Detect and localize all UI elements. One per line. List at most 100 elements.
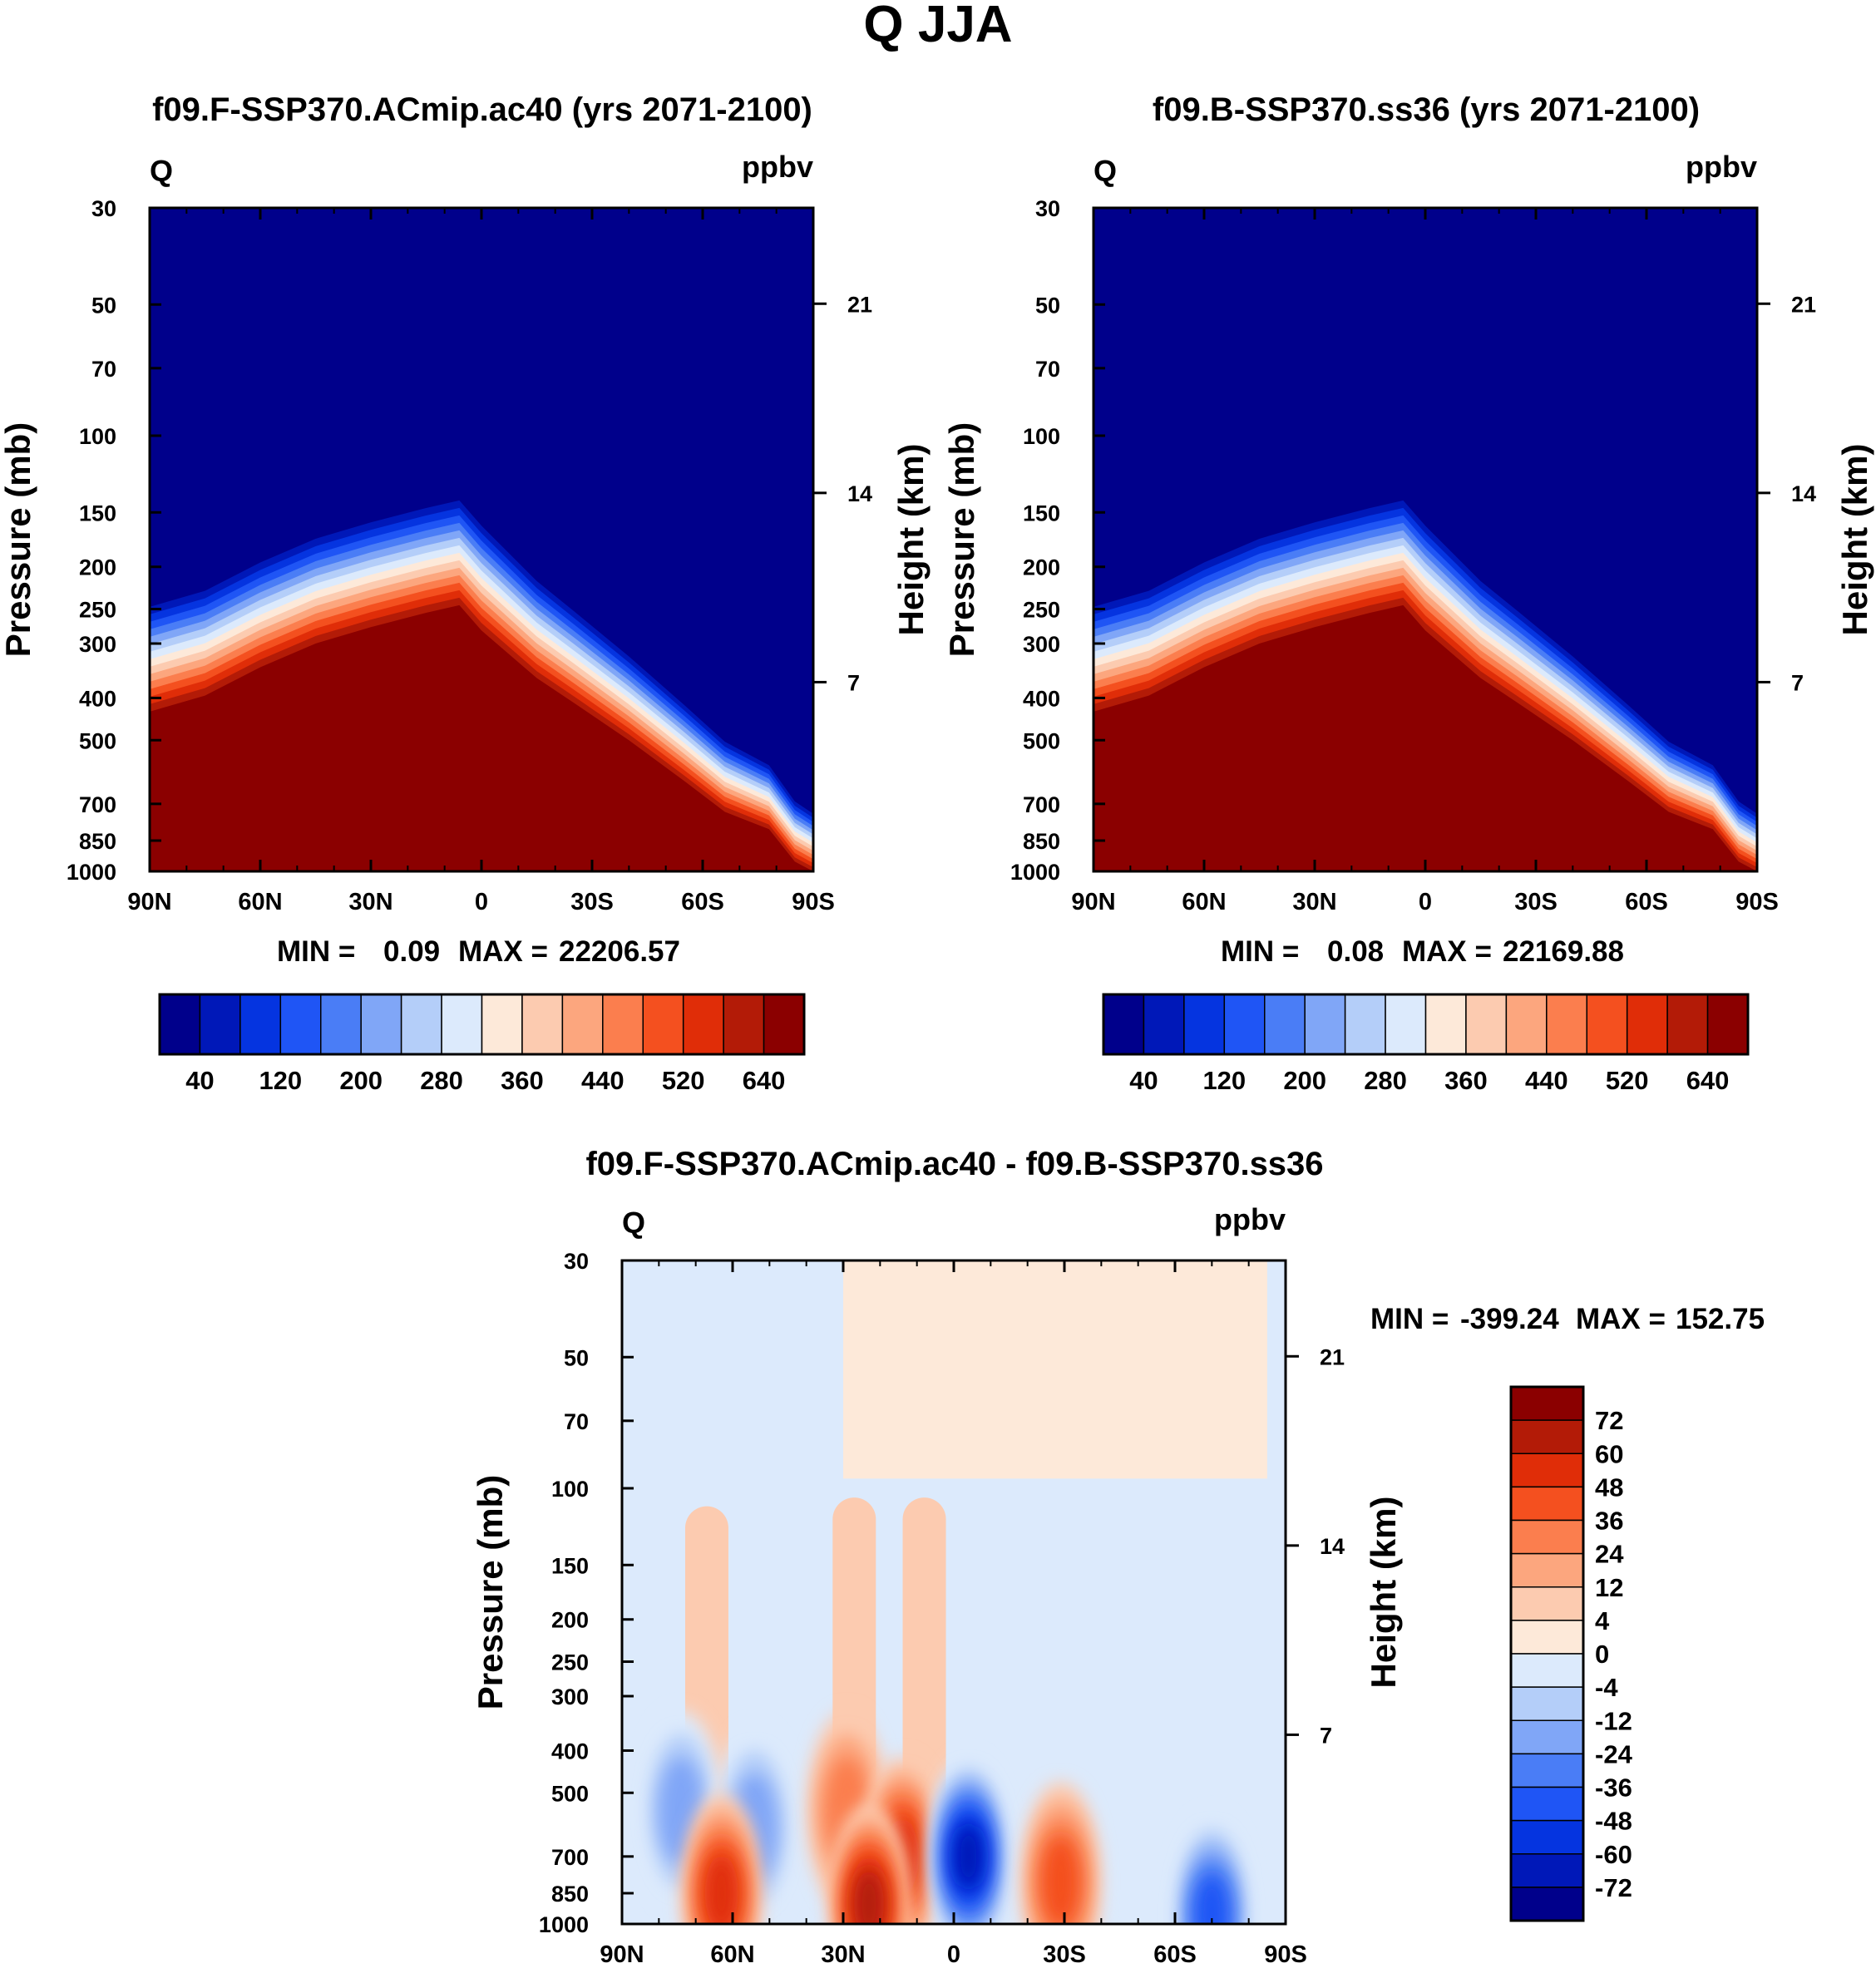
left-string: Q (622, 1206, 645, 1240)
y-tick-label: 300 (551, 1685, 589, 1709)
y2-axis-label: Height (km) (891, 444, 931, 636)
x-tick-label: 30N (821, 1941, 865, 1968)
y-tick-label: 30 (91, 196, 116, 221)
left-string: Q (1094, 154, 1117, 188)
y-tick-label: 30 (564, 1249, 589, 1274)
y-tick-label: 700 (79, 792, 116, 817)
colorbar-swatch (481, 994, 523, 1055)
colorbar-label: -12 (1595, 1706, 1632, 1735)
y-tick-label: 500 (1023, 728, 1060, 753)
colorbar-label: -60 (1595, 1840, 1632, 1869)
x-tick-label: 30N (348, 889, 392, 915)
colorbar-swatch (1465, 994, 1508, 1055)
colorbar-label: 36 (1595, 1507, 1623, 1536)
x-tick-label: 90N (1071, 889, 1115, 915)
colorbar-swatch (1344, 994, 1386, 1055)
panel-difference: f09.F-SSP370.ACmip.ac40 - f09.B-SSP370.s… (471, 1146, 1765, 1968)
colorbar-swatch (1510, 1786, 1584, 1822)
y-tick-label: 70 (564, 1409, 589, 1434)
colorbar-swatch (1510, 1419, 1584, 1454)
y-tick-label: 150 (1023, 501, 1060, 525)
colorbar-label: 640 (743, 1066, 786, 1095)
y-tick-label: 200 (79, 555, 116, 580)
right-string: ppbv (742, 150, 813, 184)
colorbar-swatch (1546, 994, 1587, 1055)
colorbar-swatch (1510, 1486, 1584, 1522)
y-tick-label: 850 (1023, 829, 1060, 854)
max-label: MAX = (1402, 935, 1492, 968)
colorbar: 72 60 48 36 24 12 4 0 -4 -12 -24 -36 -48 -60 -72 (1509, 1385, 1633, 1922)
colorbar-swatch (279, 994, 322, 1055)
x-tick-label: 0 (475, 889, 488, 915)
y-tick-label: 100 (79, 424, 116, 449)
plot-area (1094, 208, 1757, 871)
y-tick-label: 150 (551, 1553, 589, 1578)
y-tick-label: 1000 (1010, 860, 1060, 885)
y-tick-label: 200 (1023, 555, 1060, 580)
colorbar-label: 440 (1525, 1066, 1568, 1095)
contour-band (150, 604, 813, 871)
colorbar-swatch (642, 994, 684, 1055)
y-tick-label: 150 (79, 501, 116, 525)
x-tick-label: 90N (127, 889, 171, 915)
colorbar-label: 640 (1686, 1066, 1730, 1095)
colorbar-label: 12 (1595, 1573, 1623, 1602)
colorbar-frame (158, 993, 806, 1056)
colorbar-label: 60 (1595, 1439, 1623, 1468)
y-tick-label: 70 (1035, 357, 1060, 382)
colorbar-swatch (1510, 1719, 1584, 1755)
left-string: Q (150, 154, 173, 188)
colorbar-swatch (1626, 994, 1668, 1055)
axes: 90N 60N 30N 0 30S 60S 90S 30 50 70 100 150 200 250 300… (67, 196, 872, 915)
colorbar: 40 120 200 280 360 440 520 640 (158, 993, 806, 1095)
colorbar-label: 24 (1595, 1540, 1624, 1569)
colorbar-swatch (1510, 1887, 1584, 1921)
colorbar-swatch (199, 994, 241, 1055)
panel-model-b: f09.B-SSP370.ss36 (yrs 2071-2100) Q ppbv… (942, 91, 1874, 1095)
y-tick-label: 250 (1023, 598, 1060, 623)
y-tick-label: 850 (79, 829, 116, 854)
colorbar-swatch (1143, 994, 1185, 1055)
max-value: 22169.88 (1503, 935, 1624, 968)
colorbar-swatch (1510, 1586, 1584, 1621)
max-label: MAX = (1576, 1303, 1666, 1335)
figure-title: Q JJA (863, 0, 1012, 53)
colorbar-label: 120 (1202, 1066, 1246, 1095)
y-axis-label: Pressure (mb) (471, 1475, 510, 1709)
colorbar-swatch (360, 994, 402, 1055)
moisture-gradient-bands (150, 500, 813, 871)
colorbar-label: -4 (1595, 1673, 1618, 1702)
colorbar-swatch (159, 994, 201, 1055)
y2-tick-label: 7 (1791, 670, 1804, 695)
colorbar-label: 280 (1364, 1066, 1407, 1095)
colorbar-swatch (1304, 994, 1346, 1055)
colorbar-label: 200 (339, 1066, 383, 1095)
x-tick-label: 90N (600, 1941, 644, 1968)
contour-blob (854, 1869, 885, 1924)
colorbar-swatch (1510, 1620, 1584, 1655)
colorbar-label: 200 (1283, 1066, 1326, 1095)
colorbar-swatch (400, 994, 442, 1055)
y-tick-label: 400 (551, 1739, 589, 1763)
y-tick-label: 250 (551, 1650, 589, 1675)
colorbar-swatch (1510, 1753, 1584, 1788)
y-tick-label: 1000 (539, 1912, 589, 1937)
positive-region (843, 1260, 1267, 1479)
y2-tick-label: 21 (1320, 1344, 1345, 1369)
x-tick-label: 90S (1735, 889, 1779, 915)
x-tick-label: 90S (1264, 1941, 1307, 1968)
colorbar: 40 120 200 280 360 440 520 640 (1102, 993, 1750, 1095)
moisture-gradient-bands (1094, 500, 1757, 871)
colorbar-swatch (1510, 1853, 1584, 1888)
colorbar-swatch (1510, 1386, 1584, 1421)
x-tick-label: 60S (1625, 889, 1668, 915)
y2-axis-label: Height (km) (1835, 444, 1874, 636)
column-feature (1079, 1487, 1123, 1905)
colorbar-swatch (1706, 994, 1749, 1055)
colorbar-swatch (1424, 994, 1467, 1055)
y-tick-label: 400 (79, 686, 116, 711)
contour-blob (1041, 1837, 1080, 1924)
panel-title: f09.F-SSP370.ACmip.ac40 (yrs 2071-2100) (152, 91, 812, 128)
colorbar-label: 0 (1595, 1640, 1609, 1669)
